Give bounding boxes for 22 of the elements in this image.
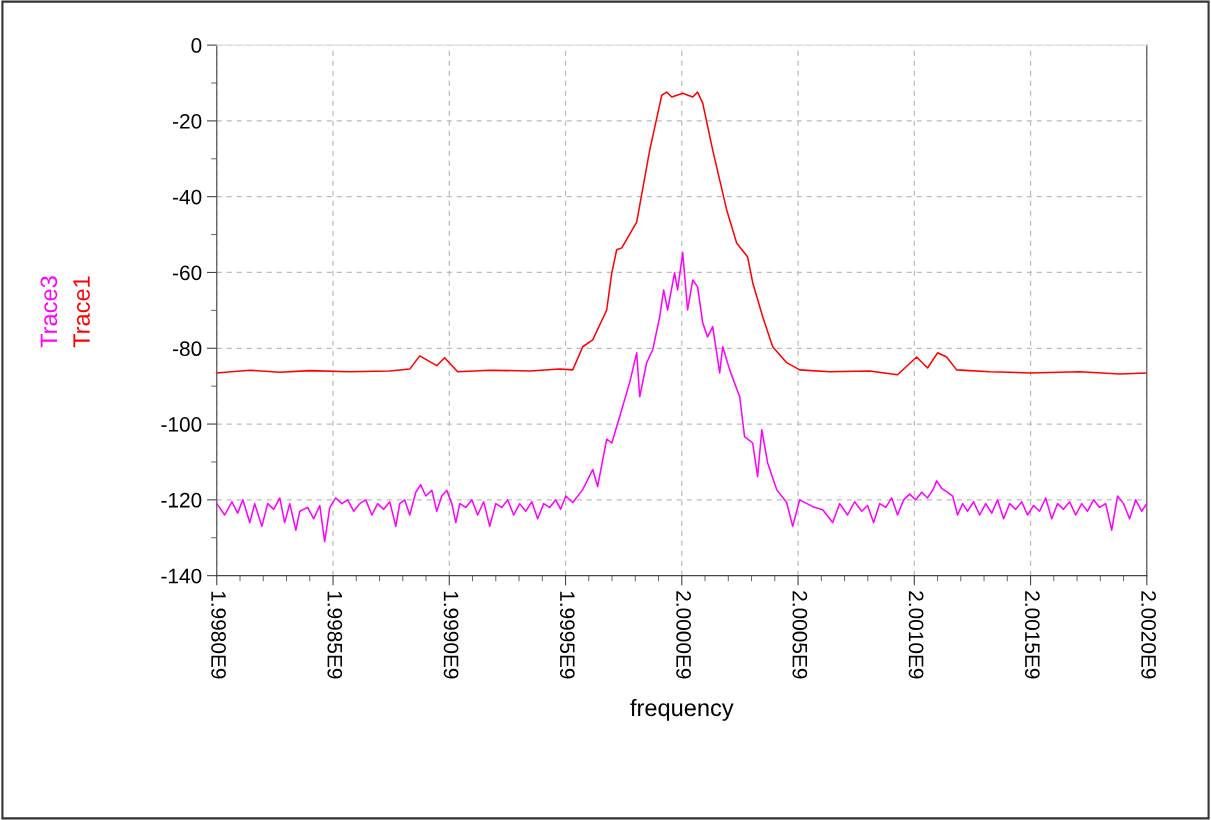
x-tick-label: 2.0000E9 <box>676 591 691 679</box>
text: Trace3 <box>40 276 58 348</box>
x-tick-label: 2.0005E9 <box>792 591 808 679</box>
line-series <box>216 252 1147 543</box>
y-tick-label: -60 <box>173 265 202 281</box>
x-tick-label: 2.0015E9 <box>1024 591 1040 679</box>
y-tick-label: -120 <box>161 492 202 508</box>
text: Trace1 <box>73 276 90 348</box>
x-tick-label: 1.9980E9 <box>211 591 226 679</box>
y-tick-label: -140 <box>161 568 202 584</box>
y-tick-label: -40 <box>173 189 202 205</box>
x-tick-label: 2.0010E9 <box>908 591 924 679</box>
y-tick-label: -80 <box>173 341 202 357</box>
x-tick-label: 2.0020E9 <box>1141 591 1156 679</box>
y-tick-label: -20 <box>173 113 202 129</box>
x-tick-label: 1.9985E9 <box>327 591 343 679</box>
x-axis-title: frequency <box>630 698 734 721</box>
line-series <box>216 91 1147 376</box>
x-tick-label: 1.9995E9 <box>559 591 575 679</box>
x-tick-label: 1.9990E9 <box>443 591 459 679</box>
y-tick-label: 0 <box>191 38 202 53</box>
y-tick-label: -100 <box>161 417 202 432</box>
